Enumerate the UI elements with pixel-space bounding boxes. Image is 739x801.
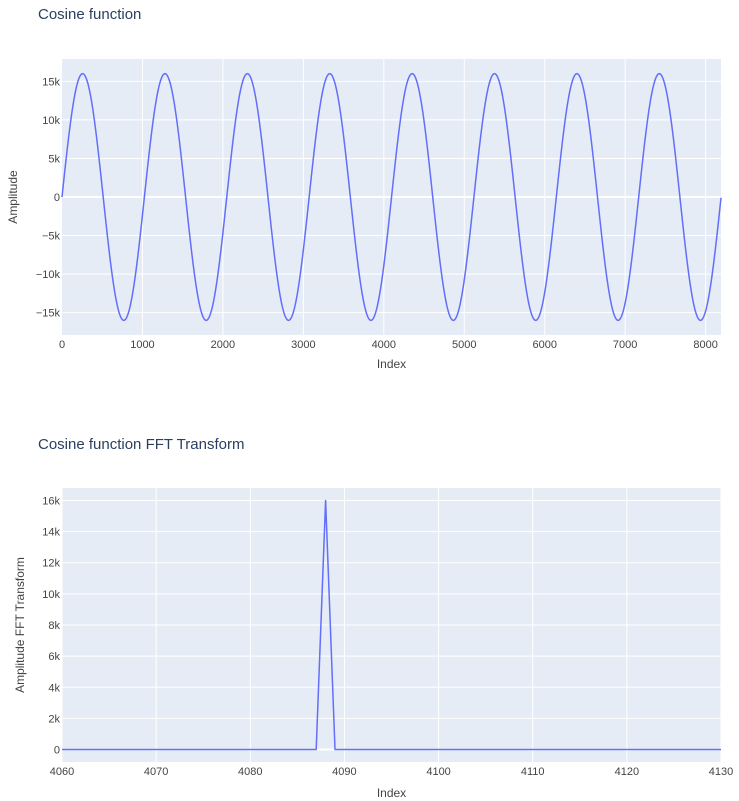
fft-chart: Cosine function FFT Transform 4060 4070 40… [0, 430, 739, 801]
x-tick-label: 2000 [211, 339, 235, 351]
y-tick-label: 10k [42, 115, 60, 127]
y-tick-label: 2k [48, 713, 60, 725]
x-tick-label: 4070 [144, 766, 168, 778]
y-axis-title: Amplitude [6, 170, 20, 224]
x-tick-label: 1000 [130, 339, 154, 351]
chart-title: Cosine function [38, 6, 142, 23]
x-axis-title: Index [377, 786, 406, 800]
y-tick-label: 0 [54, 745, 60, 757]
y-tick-label: 0 [54, 192, 60, 204]
x-tick-label: 5000 [452, 339, 476, 351]
y-tick-label: 10k [42, 589, 60, 601]
x-tick-label: 3000 [291, 339, 315, 351]
x-tick-label: 4120 [615, 766, 639, 778]
y-tick-label: 15k [42, 76, 60, 88]
x-tick-label: 4090 [332, 766, 356, 778]
chart-title: Cosine function FFT Transform [38, 436, 245, 453]
x-tick-label: 7000 [613, 339, 637, 351]
fft-chart-svg: 4060 4070 4080 4090 4100 4110 4120 4130 0 2k 4k 6k 8… [13, 488, 733, 800]
y-tick-label: 12k [42, 558, 60, 570]
y-axis-title: Amplitude FFT Transform [13, 557, 27, 693]
series-line [62, 499, 721, 751]
x-tick-label: 4130 [709, 766, 733, 778]
x-tick-label: 8000 [693, 339, 717, 351]
x-tick-label: 6000 [532, 339, 556, 351]
y-tick-label: 6k [48, 651, 60, 663]
series-line [61, 72, 722, 322]
x-axis-title: Index [377, 357, 406, 371]
x-tick-label: 4080 [238, 766, 262, 778]
y-tick-label: −10k [36, 269, 61, 281]
y-tick-label: 5k [48, 153, 60, 165]
y-tick-label: 4k [48, 682, 60, 694]
y-tick-label: 16k [42, 495, 60, 507]
cosine-chart: Cosine function 0 1000 2000 3000 4000 5000 600… [0, 0, 739, 400]
cosine-chart-svg: 0 1000 2000 3000 4000 5000 6000 7000 8000 −15k −10… [6, 59, 722, 371]
x-tick-label: 4000 [372, 339, 396, 351]
x-tick-label: 0 [59, 339, 65, 351]
y-tick-label: 8k [48, 620, 60, 632]
x-tick-label: 4100 [426, 766, 450, 778]
x-tick-label: 4110 [521, 766, 545, 778]
y-tick-label: −5k [42, 231, 61, 243]
y-tick-label: −15k [36, 308, 61, 320]
x-tick-label: 4060 [50, 766, 74, 778]
y-tick-label: 14k [42, 527, 60, 539]
